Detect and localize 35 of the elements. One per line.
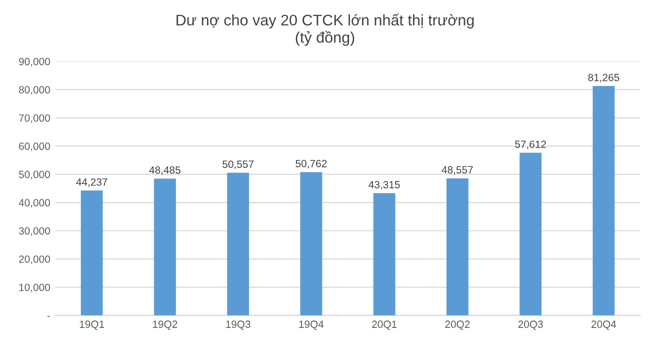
bar (300, 172, 322, 316)
data-label: 81,265 (588, 74, 620, 82)
bar (373, 193, 396, 316)
y-tick-label: 10,000 (19, 284, 50, 292)
data-label: 48,485 (149, 166, 180, 175)
y-tick-label: - (47, 316, 50, 317)
x-tick-label: 19Q1 (80, 320, 104, 330)
y-tick-label: 90,000 (19, 58, 50, 66)
y-tick-label: 50,000 (18, 170, 50, 180)
bar (520, 152, 542, 316)
data-label: 50,762 (296, 160, 327, 169)
x-tick-label: 19Q2 (152, 320, 178, 330)
x-tick-label: 20Q4 (591, 320, 616, 330)
data-label: 50,557 (222, 160, 254, 170)
y-tick-label: 80,000 (18, 86, 50, 95)
y-tick-label: 60,000 (19, 142, 50, 152)
data-label: 44,237 (76, 178, 108, 187)
bar (154, 178, 176, 316)
bar (227, 172, 250, 316)
bar (446, 178, 468, 316)
data-label: 48,557 (442, 166, 473, 175)
x-tick-label: 20Q3 (518, 320, 543, 330)
data-label: 57,612 (515, 140, 546, 150)
x-tick-label: 20Q2 (445, 320, 470, 330)
x-tick-label: 19Q4 (299, 320, 324, 330)
chart-title: Dư nợ cho vay 20 CTCK lớn nhất thị trường (tỷ đồng) (176, 14, 474, 46)
x-tick-label: 19Q3 (226, 320, 250, 330)
x-tick-label: 20Q1 (372, 320, 397, 330)
y-tick-label: 70,000 (19, 114, 50, 123)
y-tick-label: 30,000 (18, 227, 50, 236)
bar (80, 190, 103, 316)
bar (592, 86, 615, 316)
y-tick-label: 40,000 (18, 199, 50, 208)
data-label: 43,315 (368, 180, 400, 190)
y-tick-label: 20,000 (19, 255, 50, 264)
